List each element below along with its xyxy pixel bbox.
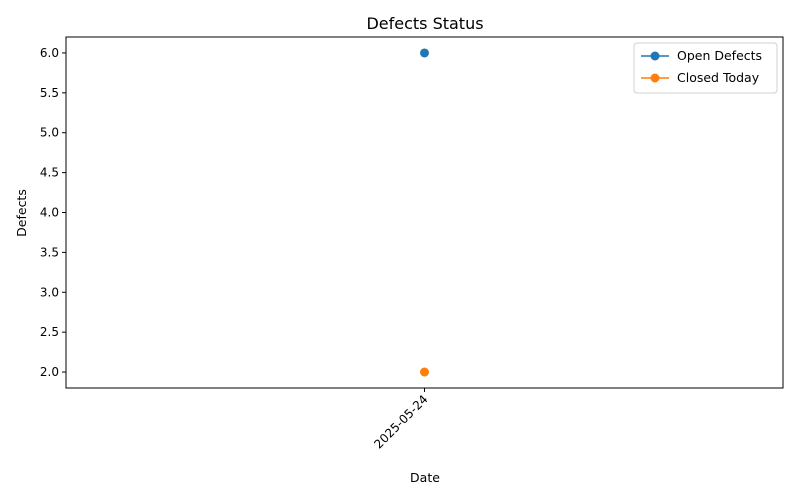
data-point-closed-today: [420, 367, 429, 377]
y-axis: 2.0 2.5 3.0 3.5 4.0 4.5 5.0 5.5 6.0: [40, 46, 66, 379]
y-axis-label: Defects: [14, 189, 29, 237]
chart-title: Defects Status: [366, 14, 483, 33]
data-point-open-defects: [420, 48, 429, 58]
legend-marker-closed-today: [650, 73, 660, 83]
x-axis: 2025-05-24: [371, 388, 431, 451]
y-tick-label: 3.0: [40, 285, 59, 299]
y-tick-label: 2.5: [40, 325, 59, 339]
y-tick-label: 6.0: [40, 46, 59, 60]
y-tick-label: 2.0: [40, 365, 59, 379]
legend-label-open-defects: Open Defects: [677, 48, 762, 63]
series-layer: [420, 48, 429, 377]
legend-box: [633, 42, 778, 94]
y-tick-label: 5.0: [40, 126, 59, 140]
legend: Open Defects Closed Today: [633, 42, 778, 94]
x-tick-label: 2025-05-24: [371, 392, 430, 451]
legend-marker-open-defects: [650, 51, 660, 61]
y-tick-label: 3.5: [40, 245, 59, 259]
y-tick-label: 4.5: [40, 166, 59, 180]
legend-label-closed-today: Closed Today: [677, 70, 760, 85]
y-tick-label: 5.5: [40, 86, 59, 100]
x-axis-label: Date: [410, 470, 440, 485]
y-tick-label: 4.0: [40, 206, 59, 220]
